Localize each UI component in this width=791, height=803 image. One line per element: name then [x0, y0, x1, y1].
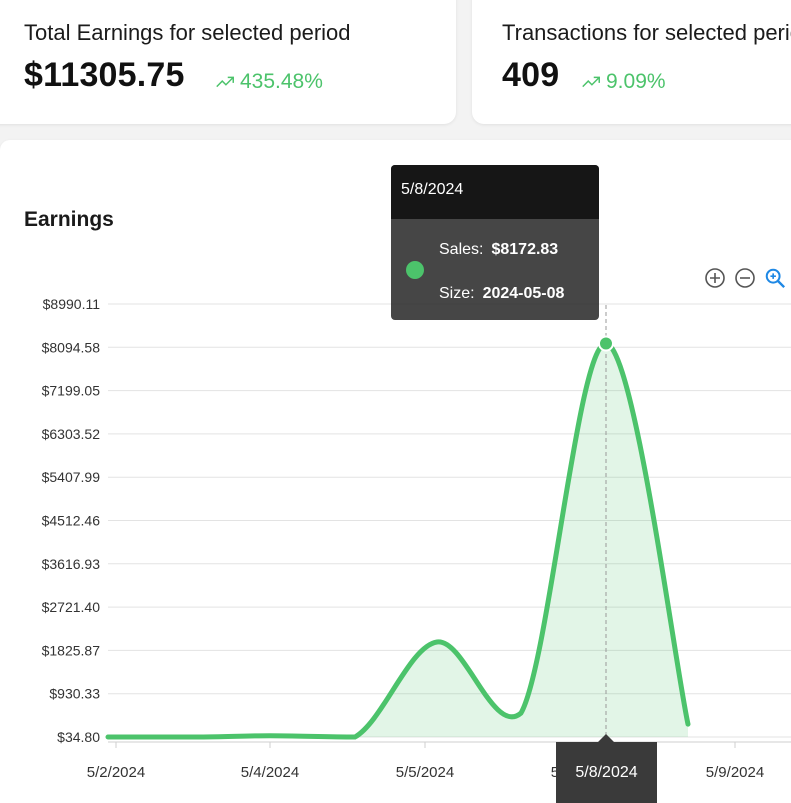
y-tick-label: $930.33: [49, 686, 100, 702]
tooltip-date: 5/8/2024: [391, 165, 599, 219]
y-tick-label: $7199.05: [42, 383, 101, 399]
total-earnings-change-value: 435.48%: [240, 70, 323, 93]
transactions-value: 409: [502, 56, 560, 94]
y-tick-label: $34.80: [57, 729, 100, 745]
tooltip-size-value: 2024-05-08: [482, 285, 565, 302]
total-earnings-change: 435.48%: [214, 70, 323, 94]
earnings-line: [105, 341, 691, 740]
total-earnings-title: Total Earnings for selected period: [24, 20, 351, 45]
tooltip-sales-label: Sales:: [439, 241, 484, 258]
transactions-change-value: 9.09%: [606, 70, 666, 93]
y-tick-label: $8094.58: [42, 339, 101, 355]
gridlines: [108, 303, 791, 738]
trending-up-icon: [216, 76, 234, 88]
x-tick-label: 5/9/2024: [706, 764, 764, 781]
tooltip-sales-value: $8172.83: [491, 241, 559, 258]
total-earnings-value: $11305.75: [24, 56, 185, 94]
y-tick-label: $4512.46: [42, 513, 101, 529]
zoom-out-icon[interactable]: [734, 267, 756, 289]
transactions-change: 9.09%: [580, 70, 666, 94]
x-tick-label: 5/5/2024: [396, 764, 454, 781]
total-earnings-card: Total Earnings for selected period $1130…: [0, 0, 456, 124]
tooltip-size-label: Size:: [439, 285, 475, 302]
zoom-magnifier-icon[interactable]: [764, 267, 786, 289]
tooltip-series-marker: [406, 261, 424, 279]
chart-tooltip: 5/8/2024 Sales: $8172.83 Size: 2024-05-08: [391, 165, 599, 320]
x-tick-label: 5/4/2024: [241, 764, 299, 781]
y-tick-label: $1825.87: [42, 642, 101, 658]
tooltip-sales-row: Sales: $8172.83: [439, 241, 558, 259]
transactions-title: Transactions for selected period: [502, 20, 791, 45]
chart-toolbar: [704, 267, 786, 289]
tooltip-size-row: Size: 2024-05-08: [439, 285, 564, 303]
y-tick-label: $3616.93: [42, 556, 101, 572]
transactions-card: Transactions for selected period 409 9.0…: [472, 0, 791, 124]
y-tick-label: $5407.99: [42, 469, 101, 485]
zoom-in-icon[interactable]: [704, 267, 726, 289]
trending-up-icon: [582, 76, 600, 88]
y-tick-label: $8990.11: [43, 296, 101, 312]
x-tick-label: 5/2/2024: [87, 764, 145, 781]
crosshair-x-label: 5/8/2024: [556, 734, 657, 803]
chart-title: Earnings: [24, 208, 114, 231]
y-tick-label: $2721.40: [42, 599, 101, 615]
y-tick-label: $6303.52: [42, 426, 101, 442]
y-axis-ticks: $8990.11 $8094.58 $7199.05 $6303.52 $5407.99…: [42, 296, 101, 745]
hover-data-point: [598, 335, 614, 352]
